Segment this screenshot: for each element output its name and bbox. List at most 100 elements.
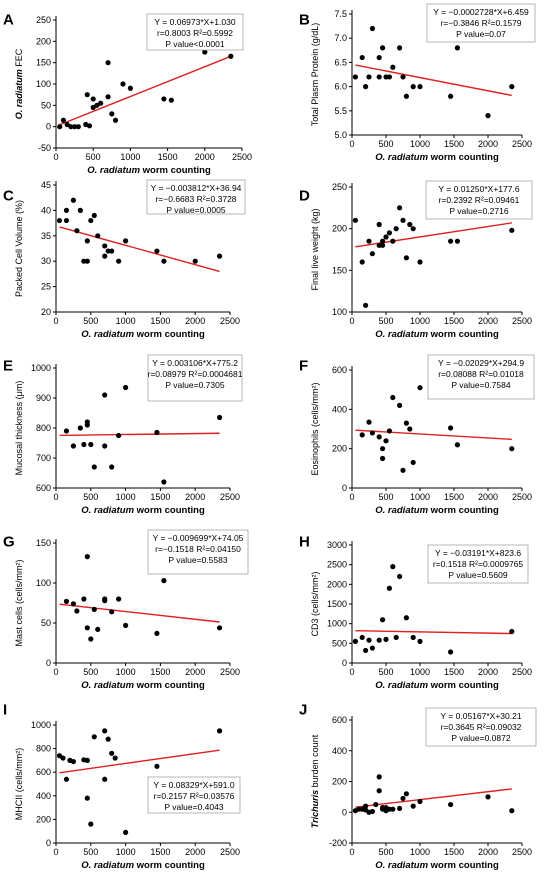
data-point: [369, 25, 375, 32]
x-tick-label: 0: [53, 316, 58, 326]
data-point: [84, 795, 90, 801]
stats-box: [427, 354, 535, 400]
x-tick-label: 2000: [185, 316, 205, 326]
data-point: [397, 402, 403, 408]
data-point: [380, 455, 386, 462]
x-tick-label: 1500: [444, 667, 464, 677]
x-axis-title-rest: worm counting: [428, 680, 499, 691]
x-tick-label: 500: [378, 316, 393, 326]
stats-line: P value=0.5609: [448, 570, 507, 580]
data-point: [390, 806, 396, 812]
stats-line: Y = −0.02029*X+294.9: [438, 358, 524, 368]
data-point: [63, 598, 70, 605]
data-point: [112, 117, 119, 123]
data-point: [109, 609, 115, 615]
data-point: [509, 84, 515, 90]
x-axis-title: O. radiatum worm counting: [375, 680, 499, 691]
data-point: [359, 432, 365, 438]
data-point: [228, 53, 234, 59]
y-tick-label: -200: [329, 838, 347, 848]
data-point: [84, 238, 90, 244]
data-point: [363, 647, 369, 654]
data-point: [116, 596, 122, 602]
data-point: [63, 207, 70, 213]
y-tick-label: 6.5: [334, 57, 347, 67]
y-tick-label: 200: [36, 36, 51, 46]
y-tick-label: 200: [332, 444, 347, 454]
x-axis-title: O. radiatum worm counting: [375, 329, 499, 340]
y-axis-title-rest: FEC: [14, 48, 24, 67]
x-tick-label: 1000: [116, 847, 136, 857]
y-tick-label: 1000: [31, 720, 51, 730]
y-tick-label: 600: [36, 767, 51, 777]
data-point: [91, 212, 97, 219]
data-point: [91, 734, 97, 740]
panel-i: I 0 500 1000 1500 2000 2500 0 200 400 600 800 1000 O.…: [3, 701, 241, 871]
data-point: [390, 238, 396, 244]
x-tick-label: 1500: [158, 152, 178, 162]
x-axis-title: O. radiatum worm counting: [81, 860, 205, 871]
y-tick-label: 200: [332, 224, 347, 234]
stats-box: [147, 354, 243, 402]
data-point: [81, 596, 87, 602]
data-point: [390, 394, 396, 401]
data-point: [373, 801, 379, 808]
data-point: [216, 253, 223, 259]
x-tick-label: 2500: [232, 152, 252, 162]
stats-line: Y = −0.003812*X+36.94: [151, 183, 242, 193]
data-point: [417, 385, 423, 391]
data-point: [84, 554, 90, 560]
regression-line: [355, 64, 512, 97]
y-tick-label: 6.0: [334, 82, 347, 92]
x-tick-label: 1500: [150, 316, 170, 326]
data-point: [386, 428, 392, 434]
stats-line: r=0.08088 R²=0.01018: [438, 369, 524, 379]
data-point: [102, 596, 108, 602]
data-point: [105, 60, 111, 66]
panel-f: F 0 500 1000 1500 2000 2500 0 200 400 600 O. radiat…: [299, 354, 535, 516]
y-axis-title-italic: O. radiatum: [14, 67, 24, 120]
stats-line: P value<0.0001: [165, 39, 224, 49]
data-point: [363, 84, 369, 90]
data-point: [84, 92, 90, 98]
data-point: [376, 637, 382, 643]
panel-label: G: [3, 533, 15, 550]
x-tick-label: 2000: [195, 152, 215, 162]
data-point: [70, 601, 76, 607]
data-point: [70, 758, 76, 765]
x-tick-label: 1500: [150, 492, 170, 502]
data-point: [509, 808, 515, 814]
x-tick-label: 2500: [512, 847, 532, 857]
y-tick-label: 40: [41, 205, 51, 215]
data-point: [380, 446, 386, 452]
data-point: [386, 230, 392, 236]
panel-label: C: [3, 187, 14, 204]
data-point: [410, 226, 416, 232]
data-point: [74, 228, 80, 234]
stats-line: r=0.2157 R²=0.03576: [154, 791, 235, 801]
regression-line: [355, 788, 512, 808]
data-point: [102, 253, 108, 259]
x-tick-label: 500: [378, 667, 393, 677]
data-point: [105, 94, 111, 100]
data-point: [366, 74, 372, 80]
y-tick-label: 50: [41, 618, 51, 628]
data-point: [369, 808, 375, 815]
panel-label: E: [3, 357, 13, 374]
y-tick-label: 25: [41, 282, 51, 292]
data-point: [369, 251, 375, 257]
x-axis-title-rest: worm counting: [134, 860, 205, 871]
x-axis-title: O. radiatum worm counting: [81, 680, 205, 691]
data-point: [363, 803, 369, 809]
y-axis-title: Final live weight (kg): [310, 208, 320, 290]
data-point: [410, 634, 416, 641]
x-tick-label: 500: [83, 667, 98, 677]
y-tick-label: 100: [36, 79, 51, 89]
panel-a: A0 500 1000 1500 2000 2500-50050100150200250O…: [3, 11, 252, 176]
x-tick-label: 2000: [185, 667, 205, 677]
data-point: [57, 124, 63, 130]
data-point: [86, 123, 93, 129]
data-point: [120, 81, 126, 87]
y-tick-label: 250: [36, 15, 51, 25]
data-point: [109, 464, 115, 470]
